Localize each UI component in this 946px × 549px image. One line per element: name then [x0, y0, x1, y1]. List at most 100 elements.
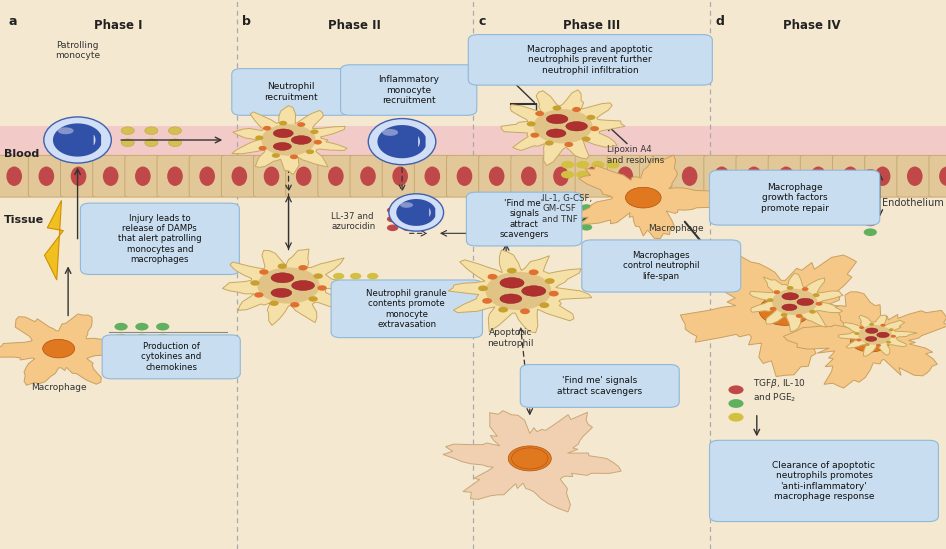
Circle shape [168, 139, 182, 147]
Circle shape [289, 154, 298, 159]
Text: Phase I: Phase I [94, 19, 143, 32]
FancyBboxPatch shape [466, 192, 582, 246]
Circle shape [313, 273, 323, 279]
Circle shape [114, 323, 128, 330]
Ellipse shape [389, 194, 444, 231]
Ellipse shape [273, 143, 291, 150]
Circle shape [114, 334, 128, 341]
Text: Phase IV: Phase IV [783, 19, 840, 32]
Ellipse shape [508, 446, 552, 471]
FancyBboxPatch shape [800, 155, 836, 197]
FancyBboxPatch shape [710, 170, 880, 225]
Ellipse shape [779, 166, 794, 186]
Text: a: a [9, 15, 17, 29]
Bar [0, 126, 946, 264]
Ellipse shape [811, 166, 826, 186]
FancyBboxPatch shape [382, 155, 418, 197]
FancyBboxPatch shape [0, 155, 32, 197]
FancyBboxPatch shape [102, 335, 240, 379]
Polygon shape [396, 199, 435, 226]
Text: Lipoxin A4
and resolvins: Lipoxin A4 and resolvins [607, 145, 665, 165]
FancyBboxPatch shape [511, 155, 547, 197]
FancyBboxPatch shape [350, 155, 386, 197]
Ellipse shape [512, 448, 548, 469]
Ellipse shape [546, 129, 566, 137]
Text: Patrolling
monocyte: Patrolling monocyte [55, 41, 100, 60]
Circle shape [298, 265, 307, 271]
Circle shape [770, 307, 777, 311]
Circle shape [566, 214, 577, 221]
FancyBboxPatch shape [736, 155, 772, 197]
Ellipse shape [939, 166, 946, 186]
FancyBboxPatch shape [28, 155, 64, 197]
Text: Inflammatory
monocyte
recruitment: Inflammatory monocyte recruitment [378, 75, 439, 105]
Circle shape [350, 273, 361, 279]
Circle shape [864, 228, 877, 236]
Ellipse shape [759, 295, 812, 326]
Ellipse shape [7, 166, 22, 186]
Ellipse shape [271, 288, 291, 298]
FancyBboxPatch shape [520, 365, 679, 407]
Circle shape [552, 105, 561, 110]
Polygon shape [94, 135, 96, 145]
FancyBboxPatch shape [221, 155, 257, 197]
Circle shape [499, 307, 508, 312]
FancyBboxPatch shape [704, 155, 740, 197]
Circle shape [520, 309, 530, 314]
Circle shape [333, 273, 344, 279]
Circle shape [581, 214, 592, 221]
Text: b: b [242, 15, 251, 29]
Ellipse shape [360, 166, 376, 186]
Circle shape [606, 161, 620, 169]
FancyBboxPatch shape [80, 203, 239, 274]
Circle shape [772, 289, 817, 315]
Text: Apoptotic
neutrophil: Apoptotic neutrophil [487, 328, 534, 348]
Text: Macrophage: Macrophage [31, 383, 86, 392]
Polygon shape [838, 315, 918, 356]
Circle shape [145, 127, 158, 135]
Text: c: c [479, 15, 486, 29]
FancyBboxPatch shape [607, 155, 643, 197]
Circle shape [350, 283, 361, 290]
Circle shape [402, 225, 413, 231]
Ellipse shape [907, 166, 922, 186]
Circle shape [881, 324, 885, 327]
Circle shape [529, 270, 538, 275]
Polygon shape [443, 411, 622, 512]
Ellipse shape [425, 166, 440, 186]
Text: Tissue: Tissue [4, 215, 44, 225]
Text: Blood: Blood [4, 149, 39, 159]
Circle shape [135, 323, 149, 330]
Ellipse shape [566, 121, 587, 131]
Circle shape [572, 107, 581, 112]
Circle shape [565, 142, 573, 147]
Ellipse shape [489, 166, 504, 186]
Ellipse shape [521, 285, 546, 296]
Ellipse shape [866, 328, 878, 333]
Circle shape [561, 171, 574, 178]
Ellipse shape [650, 166, 665, 186]
Circle shape [306, 149, 314, 154]
Circle shape [333, 283, 344, 290]
Ellipse shape [586, 166, 601, 186]
Text: 'Find me'
signals
attract
scavengers: 'Find me' signals attract scavengers [499, 199, 549, 239]
Text: Macrophage
growth factors
promote repair: Macrophage growth factors promote repair [761, 183, 829, 212]
Ellipse shape [44, 117, 112, 163]
Circle shape [576, 171, 589, 178]
Ellipse shape [682, 166, 697, 186]
Circle shape [854, 332, 859, 335]
FancyBboxPatch shape [710, 440, 938, 522]
Ellipse shape [457, 166, 472, 186]
Circle shape [865, 343, 869, 346]
Circle shape [478, 285, 488, 291]
Text: Clearance of apoptotic
neutrophils promotes
'anti-inflammatory'
macrophage respo: Clearance of apoptotic neutrophils promo… [773, 461, 875, 501]
Ellipse shape [553, 166, 569, 186]
Circle shape [796, 314, 802, 318]
Circle shape [261, 124, 316, 156]
Polygon shape [749, 273, 843, 332]
Circle shape [121, 127, 134, 135]
Circle shape [387, 225, 398, 231]
Circle shape [864, 209, 877, 216]
Polygon shape [377, 125, 426, 158]
FancyBboxPatch shape [254, 155, 289, 197]
